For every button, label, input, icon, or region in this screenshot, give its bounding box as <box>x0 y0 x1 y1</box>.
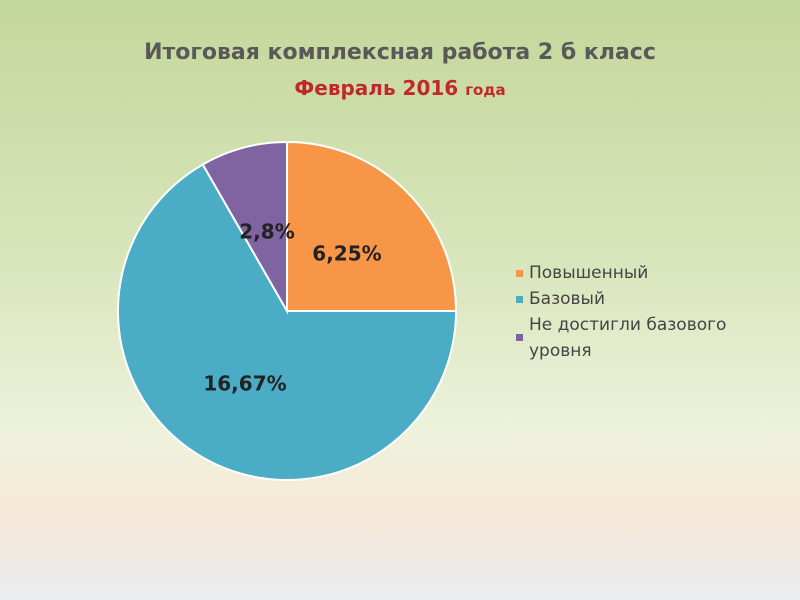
pie-labels: 6,25% 16,67% 2,8% <box>203 220 381 396</box>
pie-slices <box>117 140 458 481</box>
legend-item-2: Базовый <box>516 286 786 312</box>
chart-legend: Повышенный Базовый Не достигли базового ур… <box>516 260 786 364</box>
legend-label-3: Не достигли базового уровня <box>529 315 727 361</box>
legend-label-1: Повышенный <box>529 263 649 283</box>
legend-swatch-3 <box>516 334 523 341</box>
pie-data-label-1: 6,25% <box>312 242 381 266</box>
subtitle-main: Февраль 2016 <box>294 76 459 100</box>
pie-slice-3 <box>201 140 288 315</box>
pie-slice-1 <box>286 140 458 312</box>
pie-data-label-3: 2,8% <box>239 220 294 244</box>
legend-swatch-2 <box>516 296 523 303</box>
pie-data-label-2: 16,67% <box>203 372 286 396</box>
legend-label-2: Базовый <box>529 289 606 309</box>
subtitle-suffix: года <box>465 81 506 99</box>
legend-swatch-1 <box>516 270 523 277</box>
legend-item-3: Не достигли базового уровня <box>516 312 786 364</box>
pie-slice-2 <box>117 163 458 481</box>
chart-subtitle: Февраль 2016 года <box>0 76 800 100</box>
legend-item-1: Повышенный <box>516 260 786 286</box>
chart-title: Итоговая комплексная работа 2 б класс <box>144 40 656 65</box>
